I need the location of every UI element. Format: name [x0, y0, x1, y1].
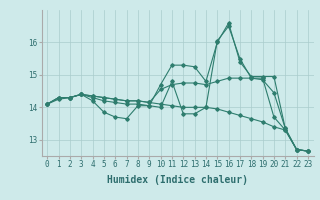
X-axis label: Humidex (Indice chaleur): Humidex (Indice chaleur) — [107, 175, 248, 185]
